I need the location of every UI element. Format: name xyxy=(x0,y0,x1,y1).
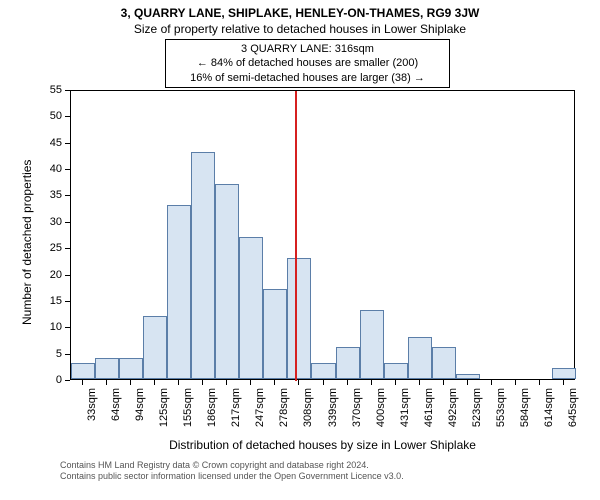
x-tick-label: 584sqm xyxy=(519,388,531,427)
footnote-line-2: Contains public sector information licen… xyxy=(60,471,404,482)
x-tick-mark xyxy=(539,380,540,385)
x-tick-label: 33sqm xyxy=(86,388,98,421)
x-tick-label: 614sqm xyxy=(543,388,555,427)
histogram-bar xyxy=(215,184,239,379)
x-tick-label: 461sqm xyxy=(423,388,435,427)
x-tick-mark xyxy=(419,380,420,385)
x-tick-mark xyxy=(298,380,299,385)
y-tick-label: 35 xyxy=(32,189,62,201)
x-tick-mark xyxy=(154,380,155,385)
x-tick-label: 492sqm xyxy=(447,388,459,427)
histogram-bar xyxy=(95,358,119,379)
x-tick-label: 186sqm xyxy=(206,388,218,427)
footnote: Contains HM Land Registry data © Crown c… xyxy=(60,460,404,482)
x-tick-mark xyxy=(347,380,348,385)
annotation-line-2: ← 84% of detached houses are smaller (20… xyxy=(170,56,445,70)
x-tick-label: 339sqm xyxy=(327,388,339,427)
annotation-line-1: 3 QUARRY LANE: 316sqm xyxy=(170,42,445,56)
y-tick-label: 0 xyxy=(32,374,62,386)
x-tick-mark xyxy=(178,380,179,385)
x-tick-mark xyxy=(491,380,492,385)
x-tick-label: 155sqm xyxy=(182,388,194,427)
x-tick-label: 247sqm xyxy=(254,388,266,427)
histogram-bar xyxy=(263,289,287,379)
histogram-bar xyxy=(336,347,360,379)
x-tick-mark xyxy=(443,380,444,385)
x-tick-label: 278sqm xyxy=(278,388,290,427)
y-tick-label: 45 xyxy=(32,137,62,149)
x-tick-mark xyxy=(250,380,251,385)
x-tick-label: 523sqm xyxy=(471,388,483,427)
chart-subtitle: Size of property relative to detached ho… xyxy=(0,22,600,36)
y-tick-label: 20 xyxy=(32,269,62,281)
x-tick-mark xyxy=(106,380,107,385)
x-tick-label: 431sqm xyxy=(399,388,411,427)
histogram-bar xyxy=(71,363,95,379)
histogram-bar xyxy=(143,316,167,379)
histogram-bar xyxy=(456,374,480,379)
histogram-bar xyxy=(167,205,191,379)
y-tick-mark xyxy=(65,380,70,381)
x-tick-mark xyxy=(467,380,468,385)
x-tick-mark xyxy=(395,380,396,385)
x-tick-label: 217sqm xyxy=(230,388,242,427)
y-tick-label: 15 xyxy=(32,295,62,307)
x-tick-mark xyxy=(202,380,203,385)
y-tick-label: 40 xyxy=(32,163,62,175)
x-tick-label: 308sqm xyxy=(302,388,314,427)
x-tick-mark xyxy=(371,380,372,385)
x-axis-label: Distribution of detached houses by size … xyxy=(70,438,575,452)
x-tick-mark xyxy=(515,380,516,385)
y-tick-label: 10 xyxy=(32,321,62,333)
x-tick-mark xyxy=(563,380,564,385)
y-tick-label: 5 xyxy=(32,348,62,360)
histogram-bar xyxy=(408,337,432,379)
x-tick-label: 553sqm xyxy=(495,388,507,427)
x-tick-mark xyxy=(82,380,83,385)
annotation-line-3: 16% of semi-detached houses are larger (… xyxy=(170,71,445,85)
y-tick-label: 25 xyxy=(32,242,62,254)
x-tick-label: 370sqm xyxy=(351,388,363,427)
x-tick-label: 94sqm xyxy=(134,388,146,421)
reference-vline xyxy=(295,91,297,381)
histogram-bar xyxy=(311,363,335,379)
x-tick-label: 64sqm xyxy=(110,388,122,421)
y-tick-label: 55 xyxy=(32,84,62,96)
x-tick-label: 125sqm xyxy=(158,388,170,427)
x-tick-mark xyxy=(323,380,324,385)
annotation-box: 3 QUARRY LANE: 316sqm ← 84% of detached … xyxy=(165,39,450,88)
histogram-bar xyxy=(432,347,456,379)
histogram-bar xyxy=(287,258,311,379)
x-tick-label: 645sqm xyxy=(567,388,579,427)
histogram-bar xyxy=(239,237,263,379)
histogram-bar xyxy=(191,152,215,379)
x-tick-mark xyxy=(274,380,275,385)
histogram-bar xyxy=(360,310,384,379)
plot-area xyxy=(70,90,575,380)
histogram-bar xyxy=(384,363,408,379)
y-tick-label: 30 xyxy=(32,216,62,228)
histogram-bar xyxy=(119,358,143,379)
histogram-bar xyxy=(552,368,576,379)
x-tick-label: 400sqm xyxy=(375,388,387,427)
chart-title: 3, QUARRY LANE, SHIPLAKE, HENLEY-ON-THAM… xyxy=(0,6,600,20)
x-tick-mark xyxy=(226,380,227,385)
footnote-line-1: Contains HM Land Registry data © Crown c… xyxy=(60,460,404,471)
x-tick-mark xyxy=(130,380,131,385)
y-tick-label: 50 xyxy=(32,110,62,122)
chart-container: 3, QUARRY LANE, SHIPLAKE, HENLEY-ON-THAM… xyxy=(0,0,600,500)
